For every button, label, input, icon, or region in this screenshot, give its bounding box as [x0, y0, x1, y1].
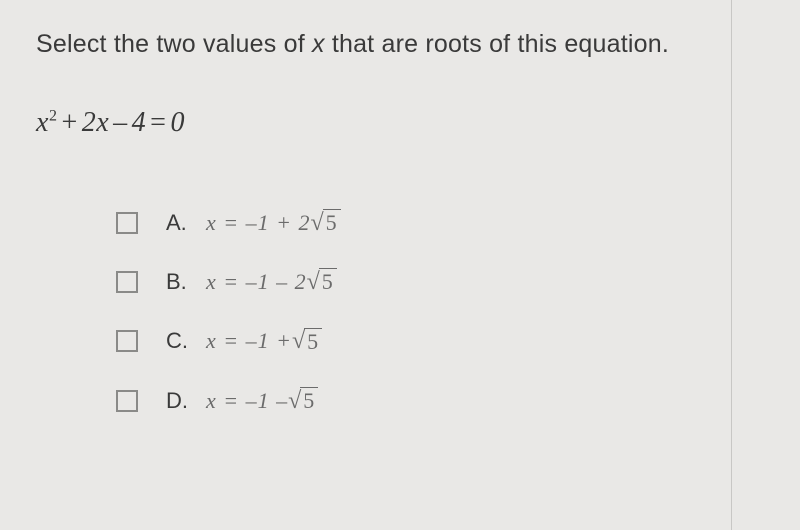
answer-options: A. x = –1 + 2√5 B. x = –1 – 2√5 C. x = –… — [36, 209, 764, 415]
option-c-radicand: 5 — [304, 328, 322, 355]
option-a-row: A. x = –1 + 2√5 — [116, 209, 764, 236]
equation-display: x2+2x–4=0 — [36, 107, 764, 139]
option-a-prefix: x = –1 + 2 — [206, 210, 310, 236]
prompt-variable: x — [312, 30, 325, 58]
sqrt-icon: √5 — [292, 328, 322, 355]
option-d-letter: D. — [166, 388, 192, 414]
option-a-radicand: 5 — [323, 209, 341, 236]
option-c-letter: C. — [166, 328, 192, 354]
option-b-prefix: x = –1 – 2 — [206, 269, 307, 295]
option-c-checkbox[interactable] — [116, 330, 138, 352]
prompt-text-after: that are roots of this equation. — [325, 30, 669, 58]
option-d-checkbox[interactable] — [116, 390, 138, 412]
option-d-row: D. x = –1 – √5 — [116, 387, 764, 414]
sqrt-icon: √5 — [310, 209, 340, 236]
prompt-text-before: Select the two values of — [36, 30, 312, 58]
option-a-letter: A. — [166, 210, 192, 236]
option-b-radicand: 5 — [319, 268, 337, 295]
sqrt-icon: √5 — [307, 268, 337, 295]
question-prompt: Select the two values of x that are root… — [36, 30, 764, 59]
option-b-row: B. x = –1 – 2√5 — [116, 268, 764, 295]
option-d-prefix: x = –1 – — [206, 388, 288, 414]
content-right-border — [731, 0, 732, 530]
option-b-checkbox[interactable] — [116, 271, 138, 293]
option-b-letter: B. — [166, 269, 192, 295]
option-c-math: x = –1 + √5 — [206, 328, 322, 355]
option-a-checkbox[interactable] — [116, 212, 138, 234]
question-container: Select the two values of x that are root… — [0, 0, 800, 477]
sqrt-icon: √5 — [288, 387, 318, 414]
option-c-prefix: x = –1 + — [206, 328, 292, 354]
option-a-math: x = –1 + 2√5 — [206, 209, 341, 236]
option-c-row: C. x = –1 + √5 — [116, 328, 764, 355]
option-d-math: x = –1 – √5 — [206, 387, 318, 414]
option-b-math: x = –1 – 2√5 — [206, 268, 337, 295]
option-d-radicand: 5 — [300, 387, 318, 414]
